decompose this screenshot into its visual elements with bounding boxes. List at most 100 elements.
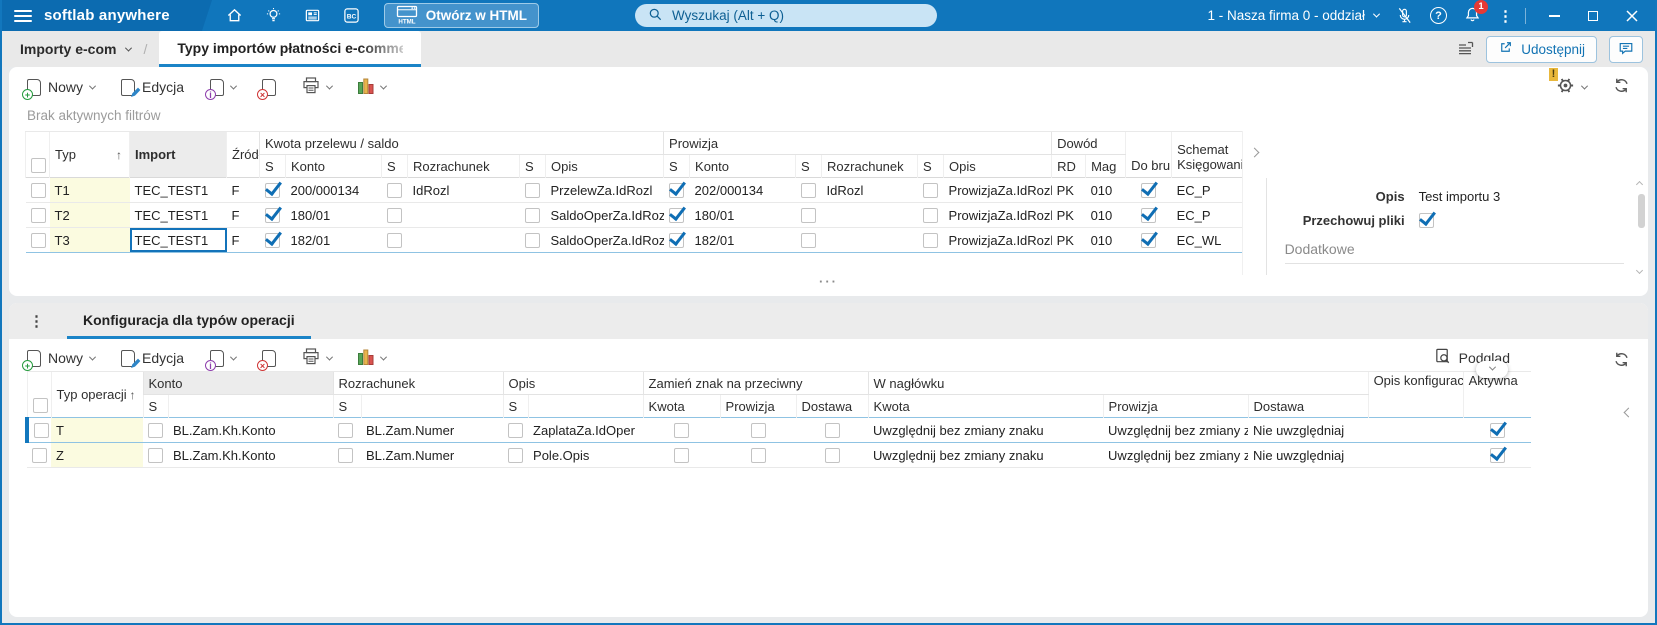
new-button[interactable]: Nowy xyxy=(22,78,97,100)
cell-k-s[interactable] xyxy=(259,202,286,228)
cell-p-s[interactable] xyxy=(663,202,690,228)
print-button[interactable] xyxy=(302,348,334,368)
s-checkbox[interactable] xyxy=(922,183,938,199)
cell-p-os[interactable] xyxy=(917,227,944,253)
cell-p-rs[interactable] xyxy=(795,227,822,253)
delete-button[interactable] xyxy=(257,349,277,371)
cell-typ[interactable]: T1 xyxy=(49,177,130,203)
cell-k-konto[interactable]: 182/01 xyxy=(285,227,382,253)
cell-n-prowizja[interactable]: Uwzględnij bez zmiany znaku xyxy=(1103,442,1249,468)
table-row-selected[interactable]: T3 TEC_TEST1 F 182/01 SaldoOperZa.IdRozl… xyxy=(25,227,1242,253)
col-header-prowizja[interactable]: Prowizja xyxy=(1102,394,1249,418)
cell-p-os[interactable] xyxy=(917,177,944,203)
col-header-do-brulionu[interactable]: Do brulionu xyxy=(1125,131,1172,178)
checkbox[interactable] xyxy=(674,423,690,439)
cell-mag[interactable]: 010 xyxy=(1085,227,1126,253)
checkbox[interactable] xyxy=(750,448,766,464)
cell-rd[interactable]: PK xyxy=(1051,202,1086,228)
cell-p-rozrachunek[interactable] xyxy=(821,227,918,253)
cell-typ[interactable]: T2 xyxy=(49,202,130,228)
cell-r-s[interactable] xyxy=(333,442,362,468)
cell-k-os[interactable] xyxy=(519,177,546,203)
s-checkbox[interactable] xyxy=(508,423,524,439)
s-checkbox[interactable] xyxy=(508,448,524,464)
row-checkbox[interactable] xyxy=(30,208,46,224)
col-header-dostawa[interactable]: Dostawa xyxy=(1247,394,1369,418)
cell-k-opis[interactable]: SaldoOperZa.IdRozl xyxy=(545,202,664,228)
s-checkbox[interactable] xyxy=(668,183,684,199)
checkbox[interactable] xyxy=(1489,423,1505,439)
s-checkbox[interactable] xyxy=(264,208,280,224)
tab-konfiguracja[interactable]: Konfiguracja dla typów operacji xyxy=(67,303,311,339)
s-checkbox[interactable] xyxy=(338,448,354,464)
cell-r-s[interactable] xyxy=(333,417,362,443)
table-row[interactable]: T2 TEC_TEST1 F 180/01 SaldoOperZa.IdRozl… xyxy=(25,202,1242,228)
cell-schemat[interactable]: EC_P xyxy=(1171,177,1242,203)
col-header-s[interactable]: S xyxy=(663,154,690,178)
cell-opis-konfiguracji[interactable] xyxy=(1368,442,1464,468)
cell-k-konto[interactable]: 200/000134 xyxy=(285,177,382,203)
col-header-aktywna[interactable]: Aktywna xyxy=(1462,371,1532,418)
group-header-zamien[interactable]: Zamień znak na przeciwny xyxy=(642,371,869,395)
checkbox[interactable] xyxy=(1489,448,1505,464)
s-checkbox[interactable] xyxy=(386,208,402,224)
cell-schemat[interactable]: EC_WL xyxy=(1171,227,1242,253)
cell-do-brulionu[interactable] xyxy=(1125,227,1172,253)
col-header-s[interactable]: S xyxy=(259,154,286,178)
cell-do-brulionu[interactable] xyxy=(1125,177,1172,203)
checkbox[interactable] xyxy=(824,448,840,464)
new-button[interactable]: Nowy xyxy=(22,349,97,371)
cell-k-rs[interactable] xyxy=(381,227,408,253)
s-checkbox[interactable] xyxy=(338,423,354,439)
col-header-kwota[interactable]: Kwota xyxy=(642,394,721,418)
cell-import[interactable]: TEC_TEST1 xyxy=(129,177,227,203)
s-checkbox[interactable] xyxy=(264,233,280,249)
table-row[interactable]: T1 TEC_TEST1 F 200/000134 IdRozl Przelew… xyxy=(25,177,1242,203)
select-all-header[interactable] xyxy=(26,371,51,418)
cell-p-opis[interactable]: ProwizjaZa.IdRozl xyxy=(943,227,1052,253)
cell-konto[interactable]: BL.Zam.Kh.Konto xyxy=(168,442,334,468)
table-row-selected[interactable]: T BL.Zam.Kh.Konto BL.Zam.Numer ZaplataZa… xyxy=(25,417,1532,443)
checkbox[interactable] xyxy=(824,423,840,439)
expand-columns-chevron[interactable] xyxy=(1241,131,1266,275)
company-selector[interactable]: 1 - Nasza firma 0 - oddział xyxy=(1207,8,1381,23)
group-header-prowizja[interactable]: Prowizja xyxy=(663,131,1052,155)
cell-typ[interactable]: T xyxy=(51,417,143,443)
cell-select[interactable] xyxy=(27,442,51,468)
cell-k-rozrachunek[interactable]: IdRozl xyxy=(407,177,520,203)
form-layout-icon[interactable] xyxy=(1456,40,1474,58)
ideas-lightbulb-icon[interactable] xyxy=(265,7,282,24)
s-checkbox[interactable] xyxy=(668,208,684,224)
col-header-konto[interactable]: Konto xyxy=(285,154,382,178)
news-icon[interactable] xyxy=(304,7,321,24)
cell-k-opis[interactable]: PrzelewZa.IdRozl xyxy=(545,177,664,203)
hamburger-menu-icon[interactable] xyxy=(14,9,32,22)
cell-rozrachunek[interactable]: BL.Zam.Numer xyxy=(361,417,504,443)
cell-n-prowizja[interactable]: Uwzględnij bez zmiany znaku xyxy=(1103,417,1249,443)
col-header-zrodlo[interactable]: Źródło xyxy=(226,131,260,178)
cell-p-rs[interactable] xyxy=(795,177,822,203)
cell-k-konto[interactable]: 180/01 xyxy=(285,202,382,228)
row-checkbox[interactable] xyxy=(32,448,47,464)
detail-scrollbar[interactable] xyxy=(1634,178,1648,275)
cell-p-rozrachunek[interactable] xyxy=(821,202,918,228)
group-header-naglowek[interactable]: W nagłówku xyxy=(867,371,1369,395)
edit-button[interactable]: Edycja xyxy=(121,349,184,368)
info-button[interactable] xyxy=(205,78,238,100)
cell-rd[interactable]: PK xyxy=(1051,227,1086,253)
col-header-mag[interactable]: Mag xyxy=(1085,154,1126,178)
row-checkbox[interactable] xyxy=(30,233,46,249)
cell-select[interactable] xyxy=(25,202,50,228)
cell-typ[interactable]: Z xyxy=(51,442,143,468)
cell-import[interactable]: TEC_TEST1 xyxy=(129,202,227,228)
cell-p-konto[interactable]: 180/01 xyxy=(689,202,796,228)
cell-k-s[interactable] xyxy=(143,417,168,443)
table-row[interactable]: Z BL.Zam.Kh.Konto BL.Zam.Numer Pole.Opis… xyxy=(27,442,1532,468)
s-checkbox[interactable] xyxy=(148,448,163,464)
checkbox[interactable] xyxy=(1141,183,1157,199)
select-all-checkbox[interactable] xyxy=(32,398,48,413)
cell-k-rozrachunek[interactable] xyxy=(407,227,520,253)
col-header-s[interactable]: S xyxy=(332,394,362,418)
minimize-button[interactable] xyxy=(1543,5,1565,27)
s-checkbox[interactable] xyxy=(264,183,280,199)
